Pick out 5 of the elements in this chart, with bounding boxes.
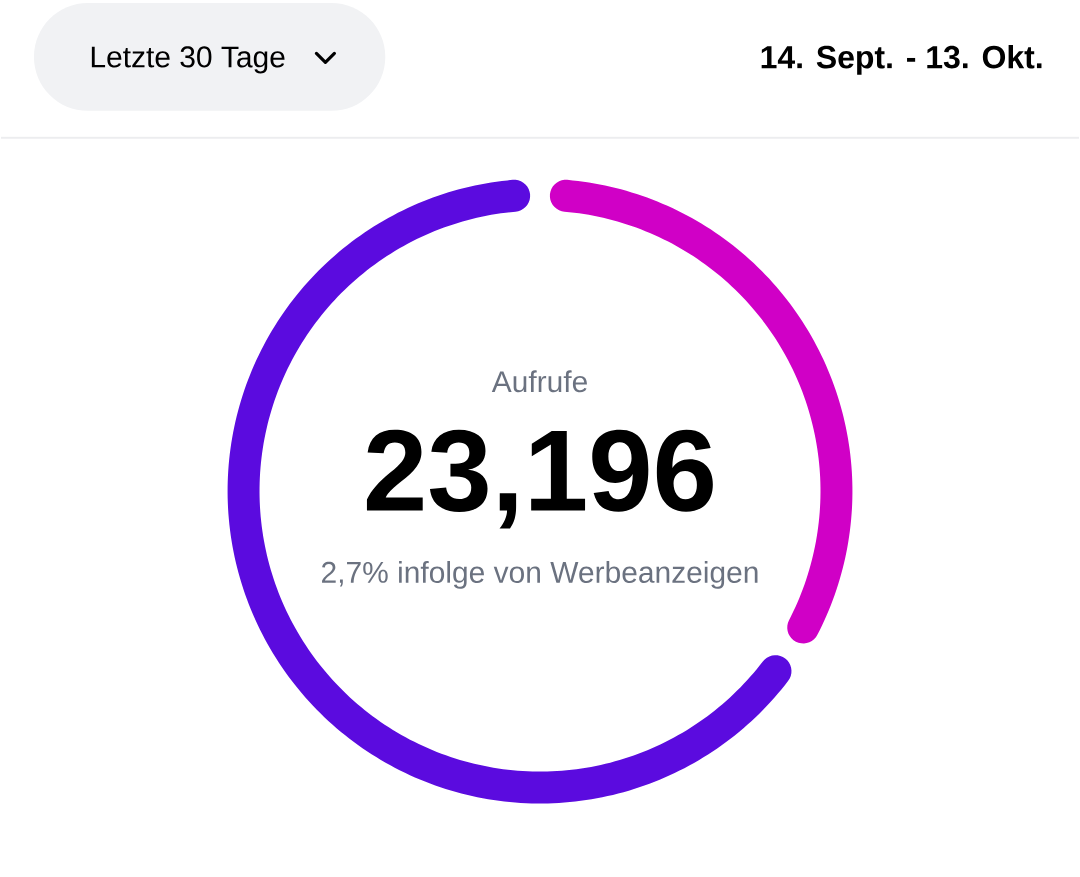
text: Aufrufe: [491, 370, 587, 393]
text: 2,7% infolge von Werbeanzeigen: [322, 560, 758, 589]
text: Letzte 30 Tage: [91, 46, 285, 74]
text: 14. Sept. - 13. Okt.: [761, 44, 1042, 75]
text: 23,196: [366, 429, 713, 529]
